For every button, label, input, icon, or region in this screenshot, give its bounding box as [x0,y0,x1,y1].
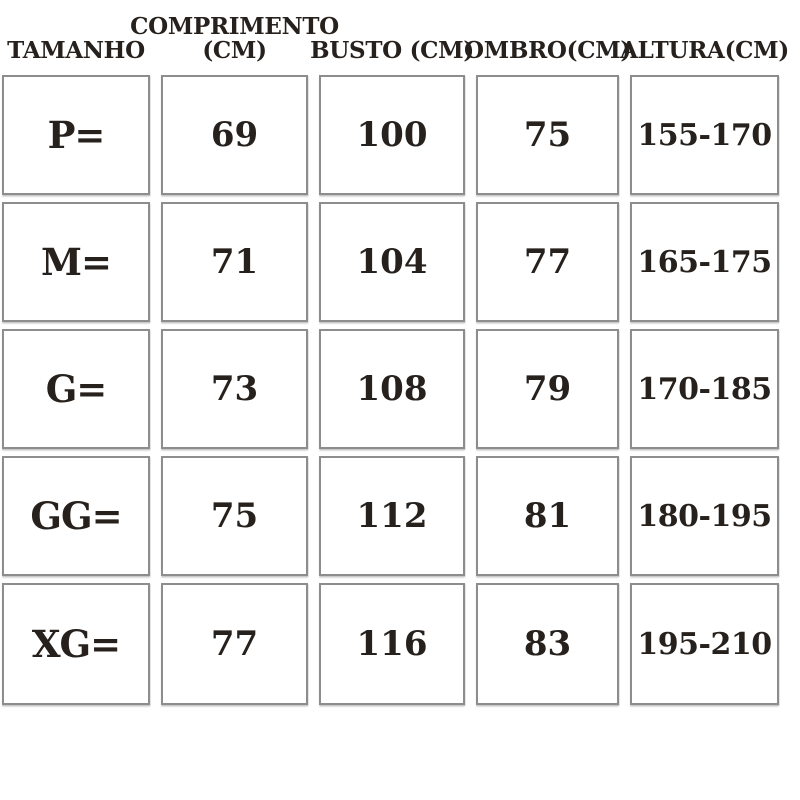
cell-xg-ombro: 83 [476,583,619,705]
cell-g-size: G= [2,329,150,449]
cell-m-altura: 165-175 [630,202,779,322]
cell-gg-altura: 180-195 [630,456,779,576]
header-altura: ALTURA(CM) [620,36,789,64]
cell-p-ombro: 75 [476,75,619,195]
cell-xg-busto: 116 [319,583,465,705]
header-busto: BUSTO (CM) [310,36,474,64]
cell-p-altura: 155-170 [630,75,779,195]
cell-m-busto: 104 [319,202,465,322]
cell-gg-ombro: 81 [476,456,619,576]
cell-xg-comprimento: 77 [161,583,308,705]
cell-p-busto: 100 [319,75,465,195]
cell-xg-altura: 195-210 [630,583,779,705]
cell-p-size: P= [2,75,150,195]
cell-gg-size: GG= [2,456,150,576]
cell-xg-size: XG= [2,583,150,705]
cell-g-busto: 108 [319,329,465,449]
cell-g-altura: 170-185 [630,329,779,449]
cell-g-ombro: 79 [476,329,619,449]
cell-p-comprimento: 69 [161,75,308,195]
cell-m-size: M= [2,202,150,322]
header-tamanho: TAMANHO [7,36,145,64]
cell-g-comprimento: 73 [161,329,308,449]
header-ombro: OMBRO(CM) [464,36,631,64]
size-chart-grid: TAMANHO COMPRIMENTO (CM) BUSTO (CM) OMBR… [2,6,789,705]
cell-m-ombro: 77 [476,202,619,322]
cell-m-comprimento: 71 [161,202,308,322]
cell-gg-comprimento: 75 [161,456,308,576]
cell-gg-busto: 112 [319,456,465,576]
header-comprimento: COMPRIMENTO (CM) [130,12,339,64]
